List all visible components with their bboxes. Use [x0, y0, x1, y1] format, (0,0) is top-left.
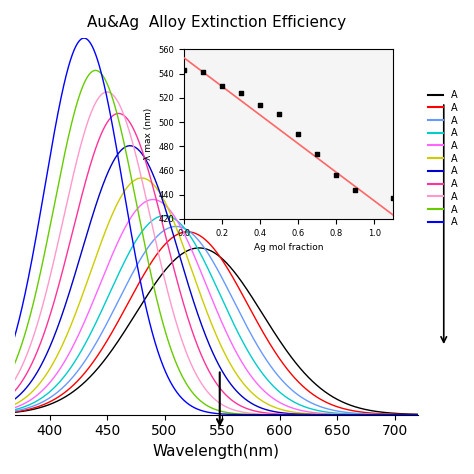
Title: Au&Ag  Alloy Extinction Efficiency: Au&Ag Alloy Extinction Efficiency — [87, 15, 346, 30]
Legend: A, A, A, A, A, A, A, A, A, A, A: A, A, A, A, A, A, A, A, A, A, A — [427, 88, 459, 229]
X-axis label: Wavelength(nm): Wavelength(nm) — [153, 444, 280, 459]
